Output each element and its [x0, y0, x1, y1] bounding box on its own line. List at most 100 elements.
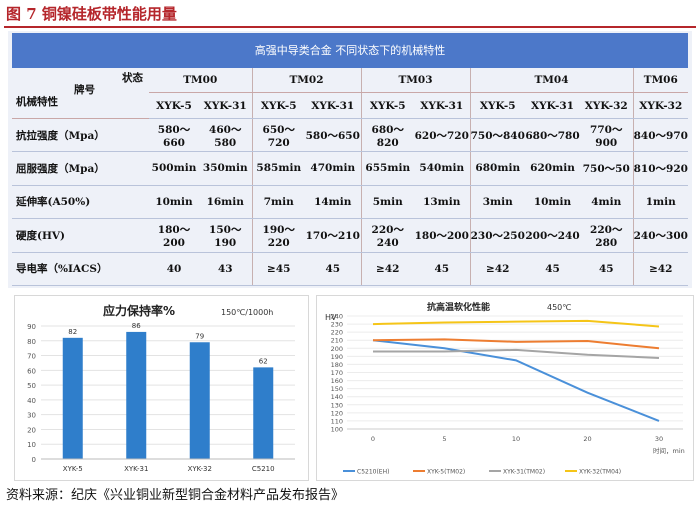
y-tick-label: 140	[331, 393, 343, 401]
chart-title: 抗高温软化性能	[427, 301, 490, 313]
table-cell: 680～820	[360, 118, 414, 153]
table-cell: 620min	[525, 151, 580, 186]
corner-property-label: 机械特性	[16, 95, 58, 108]
row-label: 屈服强度（Mpa）	[12, 151, 149, 186]
table-cell: 470min	[305, 151, 361, 186]
corner-cell: 状态 牌号 机械特性	[12, 67, 149, 119]
x-tick-label: 0	[371, 435, 375, 443]
table-cell: 220～280	[580, 218, 633, 253]
alloy-header-tm03: TM03	[360, 67, 470, 94]
table-cell: 350min	[199, 151, 252, 186]
table-row: 硬度(HV) 180～200 150～190 190～220 170～210 220～24…	[12, 218, 689, 253]
data-label: 62	[259, 357, 268, 365]
table-cell: 4min	[580, 185, 633, 220]
y-tick-label: 230	[331, 321, 343, 329]
table-cell: ≥42	[632, 252, 689, 287]
y-tick-label: 180	[331, 361, 343, 369]
bar	[62, 337, 83, 459]
y-tick-label: 220	[331, 329, 343, 337]
series-line	[372, 319, 660, 328]
grade-header: XYK-5	[251, 92, 305, 119]
table-cell: 655min	[360, 151, 414, 186]
table-cell: 810～920	[632, 151, 689, 186]
legend-entry: XYK-32(TM04)	[579, 469, 621, 476]
y-tick-label: 110	[331, 417, 343, 425]
row-label: 导电率（%IACS）	[12, 252, 149, 287]
corner-state-label: 状态	[122, 71, 143, 84]
chart-title: 应力保持率%	[103, 303, 175, 318]
table-cell: 650～720	[251, 118, 305, 153]
series-line	[372, 339, 660, 422]
properties-table: 高强中导类合金 不同状态下的机械特性 状态 牌号 机械特性 TM00 TM02 …	[12, 33, 689, 287]
y-axis-label: HV	[325, 313, 337, 322]
table-cell: 43	[199, 252, 252, 287]
data-label: 86	[132, 322, 141, 330]
table-cell: 580～650	[305, 118, 361, 153]
row-label: 抗拉强度（Mpa）	[12, 118, 149, 153]
data-label: 82	[68, 328, 77, 336]
softening-resistance-line-chart: 抗高温软化性能 450℃HV100110120130140150160170180…	[325, 301, 685, 476]
y-tick-label: 170	[331, 369, 343, 377]
table-cell: 16min	[199, 185, 252, 220]
x-tick-label: C5210	[252, 465, 275, 473]
y-tick-label: 120	[331, 409, 343, 417]
y-tick-label: 90	[27, 323, 36, 331]
legend-entry: XYK-5(TM02)	[427, 469, 465, 476]
x-tick-label: XYK-32	[188, 465, 212, 473]
grade-header: XYK-32	[632, 92, 689, 119]
x-axis-label: 时间，min	[653, 446, 685, 455]
table-cell: 170～210	[305, 218, 361, 253]
table-cell: 45	[305, 252, 361, 287]
grade-header: XYK-5	[149, 92, 199, 119]
table-cell: 5min	[360, 185, 414, 220]
source-note: 资料来源：纪庆《兴业铜业新型铜合金材料产品发布报告》	[6, 488, 345, 503]
table-row: 屈服强度（Mpa） 500min 350min 585min 470min 655min 5…	[12, 151, 689, 186]
alloy-header-tm06: TM06	[632, 67, 689, 94]
table-cell: 680～780	[525, 118, 580, 153]
table-cell: 45	[580, 252, 633, 287]
table-cell: 40	[149, 252, 199, 287]
table-cell: 840～970	[632, 118, 689, 153]
data-label: 79	[195, 332, 204, 340]
table-cell: 180～200	[414, 218, 470, 253]
table-cell: 585min	[251, 151, 305, 186]
table-cell: 230～250	[469, 218, 525, 253]
y-tick-label: 210	[331, 337, 343, 345]
stress-retention-bar-chart: 应力保持率% 150℃/1000h 0 10 20 30 40 50 60 70 80 90 82 XYK…	[27, 303, 295, 473]
table-cell: 750～840	[469, 118, 525, 153]
x-tick-label: XYK-31	[124, 465, 148, 473]
table-cell: 460～580	[199, 118, 252, 153]
table-header: 高强中导类合金 不同状态下的机械特性	[12, 33, 689, 68]
y-tick-label: 190	[331, 353, 343, 361]
series-line	[372, 338, 660, 350]
x-tick-label: 20	[583, 435, 591, 443]
table-row: 导电率（%IACS） 40 43 ≥45 45 ≥42 45 ≥42 45 45 ≥42	[12, 252, 689, 287]
x-tick-label: 30	[655, 435, 663, 443]
grade-header: XYK-5	[469, 92, 525, 119]
y-tick-label: 70	[27, 353, 36, 361]
y-tick-label: 30	[27, 412, 36, 420]
table-cell: 45	[525, 252, 580, 287]
legend-entry: C5210(EH)	[357, 469, 389, 476]
table-cell: 14min	[305, 185, 361, 220]
alloy-header-tm04: TM04	[469, 67, 633, 94]
table-cell: 45	[414, 252, 470, 287]
y-tick-label: 10	[27, 441, 36, 449]
table-cell: 540min	[414, 151, 470, 186]
table-cell: 220～240	[360, 218, 414, 253]
table-cell: 240～300	[632, 218, 689, 253]
row-label: 硬度(HV)	[12, 218, 149, 253]
table-cell: 7min	[251, 185, 305, 220]
table-cell: ≥42	[469, 252, 525, 287]
x-tick-label: 5	[442, 435, 446, 443]
stress-retention-chart-panel: 应力保持率% 150℃/1000h 0 10 20 30 40 50 60 70 80 90 82 XYK…	[14, 295, 309, 481]
table-cell: 150～190	[199, 218, 252, 253]
legend-entry: XYK-31(TM02)	[503, 469, 545, 476]
bar	[189, 342, 210, 459]
title-rule	[4, 26, 696, 28]
table-cell: 500min	[149, 151, 199, 186]
grade-header: XYK-31	[525, 92, 580, 119]
table-row: 延伸率(A50%) 10min 16min 7min 14min 5min 13min 3mi…	[12, 185, 689, 220]
table-cell: 10min	[149, 185, 199, 220]
table-cell: 10min	[525, 185, 580, 220]
